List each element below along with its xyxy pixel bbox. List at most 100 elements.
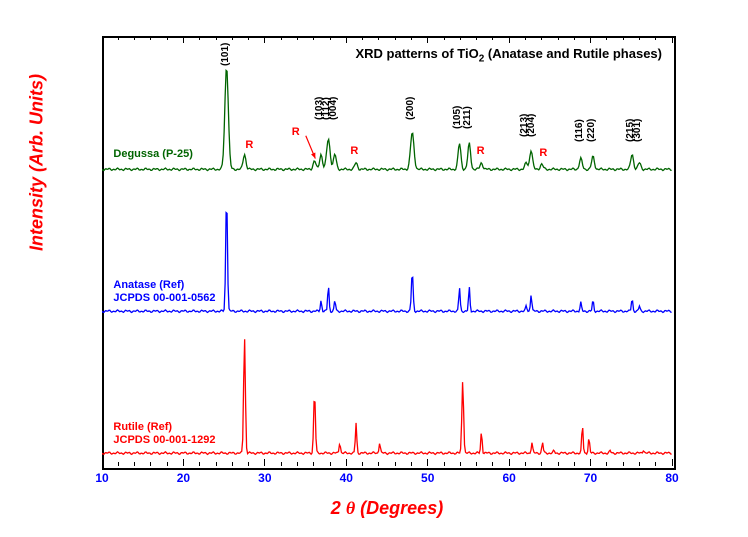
tick-mark: [476, 36, 477, 40]
tick-mark: [590, 459, 591, 466]
tick-mark: [362, 36, 363, 40]
x-tick-label: 20: [177, 471, 190, 485]
tick-mark: [346, 36, 347, 43]
tick-mark: [444, 462, 445, 466]
series-label-line: Degussa (P-25): [113, 148, 192, 161]
tick-mark: [444, 36, 445, 40]
tick-mark: [216, 36, 217, 40]
tick-mark: [395, 462, 396, 466]
tick-mark: [427, 459, 428, 466]
tick-mark: [183, 36, 184, 43]
series-label: Degussa (P-25): [113, 148, 192, 161]
tick-mark: [476, 462, 477, 466]
peak-label: (101): [220, 43, 231, 66]
tick-mark: [541, 462, 542, 466]
x-tick-label: 70: [584, 471, 597, 485]
tick-mark: [199, 36, 200, 40]
peak-label: (301): [632, 118, 643, 141]
tick-mark: [102, 36, 103, 43]
series-label: Anatase (Ref)JCPDS 00-001-0562: [113, 279, 215, 305]
x-tick-label: 80: [665, 471, 678, 485]
tick-mark: [183, 459, 184, 466]
series-label-line: JCPDS 00-001-1292: [113, 434, 215, 447]
tick-mark: [216, 462, 217, 466]
series-label: Rutile (Ref)JCPDS 00-001-1292: [113, 421, 215, 447]
tick-mark: [574, 36, 575, 40]
tick-mark: [655, 462, 656, 466]
tick-mark: [460, 36, 461, 40]
series-label-line: Rutile (Ref): [113, 421, 215, 434]
x-tick-label: 50: [421, 471, 434, 485]
tick-mark: [297, 36, 298, 40]
tick-mark: [232, 36, 233, 40]
tick-mark: [509, 36, 510, 43]
r-label: R: [350, 145, 358, 157]
tick-mark: [525, 36, 526, 40]
x-tick-label: 10: [95, 471, 108, 485]
tick-mark: [672, 459, 673, 466]
tick-mark: [395, 36, 396, 40]
tick-mark: [102, 459, 103, 466]
peak-label: (211): [462, 106, 473, 129]
x-tick-label: 30: [258, 471, 271, 485]
peak-label: (200): [405, 97, 416, 120]
tick-mark: [606, 36, 607, 40]
peak-label: (116): [574, 119, 585, 142]
tick-mark: [606, 462, 607, 466]
tick-mark: [378, 36, 379, 40]
tick-mark: [525, 462, 526, 466]
tick-mark: [541, 36, 542, 40]
tick-mark: [264, 36, 265, 43]
tick-mark: [232, 462, 233, 466]
tick-mark: [558, 36, 559, 40]
tick-mark: [248, 36, 249, 40]
tick-mark: [248, 462, 249, 466]
tick-mark: [639, 462, 640, 466]
r-label: R: [539, 147, 547, 159]
r-label: R: [245, 139, 253, 151]
tick-mark: [378, 462, 379, 466]
tick-mark: [150, 36, 151, 40]
tick-mark: [672, 36, 673, 43]
tick-mark: [118, 462, 119, 466]
peak-label: (204): [526, 114, 537, 137]
tick-mark: [655, 36, 656, 40]
tick-mark: [330, 36, 331, 40]
tick-mark: [313, 36, 314, 40]
tick-mark: [492, 462, 493, 466]
tick-mark: [167, 36, 168, 40]
r-label: R: [292, 126, 300, 138]
tick-mark: [313, 462, 314, 466]
x-tick-label: 40: [340, 471, 353, 485]
tick-mark: [134, 462, 135, 466]
peak-label: (004): [328, 97, 339, 120]
tick-mark: [281, 462, 282, 466]
chart-container: Intensity (Arb. Units) 2 θ (Degrees) XRD…: [0, 0, 748, 537]
x-tick-label: 60: [502, 471, 515, 485]
tick-mark: [411, 462, 412, 466]
tick-mark: [150, 462, 151, 466]
tick-mark: [509, 459, 510, 466]
tick-mark: [574, 462, 575, 466]
series-label-line: Anatase (Ref): [113, 279, 215, 292]
tick-mark: [118, 36, 119, 40]
tick-mark: [427, 36, 428, 43]
r-label: R: [477, 145, 485, 157]
tick-mark: [134, 36, 135, 40]
tick-mark: [623, 36, 624, 40]
tick-mark: [346, 459, 347, 466]
tick-mark: [590, 36, 591, 43]
tick-mark: [167, 462, 168, 466]
tick-mark: [460, 462, 461, 466]
tick-mark: [492, 36, 493, 40]
tick-mark: [297, 462, 298, 466]
tick-mark: [330, 462, 331, 466]
tick-mark: [558, 462, 559, 466]
peak-label: (220): [586, 118, 597, 141]
tick-mark: [411, 36, 412, 40]
tick-mark: [264, 459, 265, 466]
tick-mark: [639, 36, 640, 40]
tick-mark: [281, 36, 282, 40]
tick-mark: [623, 462, 624, 466]
series-label-line: JCPDS 00-001-0562: [113, 292, 215, 305]
